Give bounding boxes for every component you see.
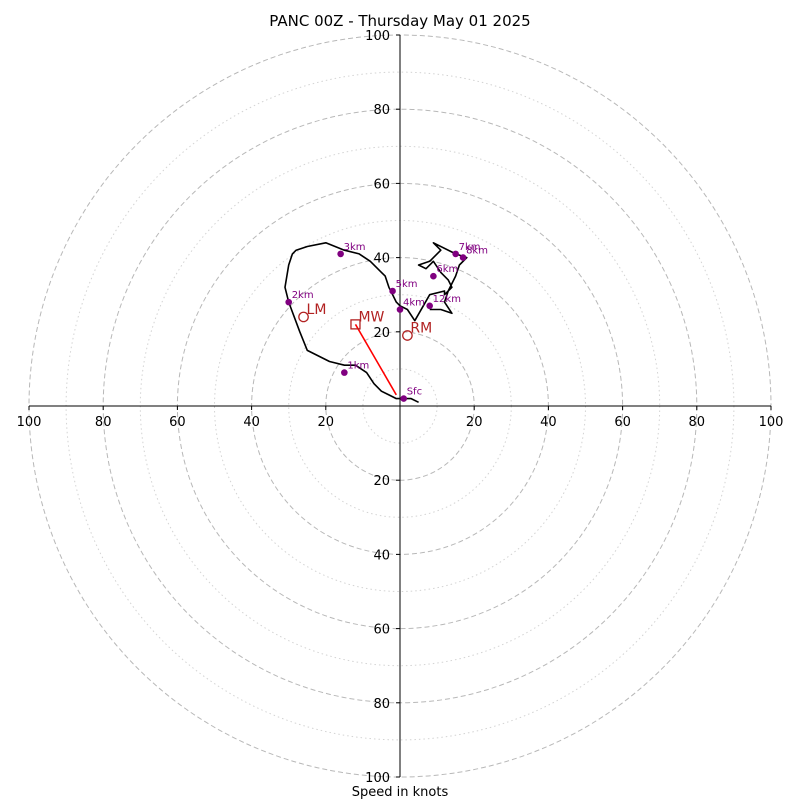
x-axis-ticks: 100 80 60 40 20 20 40 60 80 100 <box>17 406 784 430</box>
height-label-5km: 5km <box>396 279 418 290</box>
height-marker-1km <box>341 369 348 376</box>
height-marker-7km <box>452 250 459 258</box>
x-tick-label: 60 <box>614 415 631 430</box>
height-label-1km: 1km <box>347 361 369 372</box>
y-tick-label: 100 <box>365 29 390 44</box>
x-tick-label: 100 <box>17 415 42 430</box>
height-label-7km: 7km <box>459 242 481 253</box>
storm-motion-markers: MW RM LM <box>298 302 432 341</box>
marker-LM <box>298 311 309 323</box>
axes <box>29 35 771 777</box>
marker-RM <box>402 330 413 341</box>
height-label-Sfc: Sfc <box>407 387 422 398</box>
height-marker-3km <box>337 250 344 258</box>
height-marker-6km <box>430 272 437 280</box>
height-label-4km: 4km <box>403 298 425 309</box>
x-tick-label: 60 <box>169 415 186 430</box>
label-RM: RM <box>410 321 432 337</box>
shear-vector-line <box>354 323 397 396</box>
height-label-12km: 12km <box>433 294 461 305</box>
y-tick-label: 40 <box>373 548 390 563</box>
x-tick-label: 40 <box>243 415 260 430</box>
height-label-6km: 6km <box>436 264 458 275</box>
x-tick-label: 80 <box>689 415 706 430</box>
y-tick-label: 60 <box>373 177 390 192</box>
height-marker-4km <box>396 306 404 313</box>
x-tick-label: 100 <box>759 415 784 430</box>
y-axis-ticks: 100 80 60 40 20 20 40 60 80 100 <box>365 29 400 786</box>
shear-vector <box>354 323 397 396</box>
marker-MW <box>350 319 361 330</box>
x-tick-label: 80 <box>95 415 112 430</box>
height-label-2km: 2km <box>292 290 314 301</box>
label-MW: MW <box>358 309 384 325</box>
height-label-3km: 3km <box>344 242 366 253</box>
x-tick-label: 40 <box>540 415 557 430</box>
chart-title: PANC 00Z - Thursday May 01 2025 <box>269 12 530 30</box>
x-axis-label: Speed in knots <box>352 785 449 800</box>
height-marker-8km <box>459 254 467 261</box>
y-tick-label: 80 <box>373 697 390 712</box>
y-tick-label: 80 <box>373 103 390 118</box>
y-tick-label: 60 <box>373 623 390 638</box>
y-tick-label: 20 <box>373 474 390 489</box>
height-marker-5km <box>389 287 396 295</box>
height-marker-12km <box>426 302 433 310</box>
y-tick-label: 100 <box>365 771 390 786</box>
x-tick-label: 20 <box>466 415 483 430</box>
height-marker-Sfc <box>400 395 408 402</box>
height-label-8km: 8km <box>466 246 488 257</box>
height-marker-2km <box>285 298 293 306</box>
y-tick-label: 20 <box>373 326 390 341</box>
y-tick-label: 40 <box>373 252 390 267</box>
label-LM: LM <box>307 302 327 318</box>
x-tick-label: 20 <box>318 415 335 430</box>
